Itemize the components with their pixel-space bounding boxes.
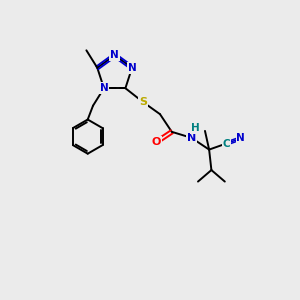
Text: N: N xyxy=(187,133,196,143)
Text: N: N xyxy=(110,50,119,60)
Text: S: S xyxy=(139,97,147,107)
Text: N: N xyxy=(236,134,245,143)
Text: H: H xyxy=(190,123,200,134)
Text: N: N xyxy=(128,63,136,73)
Text: C: C xyxy=(223,139,230,148)
Text: O: O xyxy=(152,137,161,147)
Text: N: N xyxy=(100,83,108,93)
